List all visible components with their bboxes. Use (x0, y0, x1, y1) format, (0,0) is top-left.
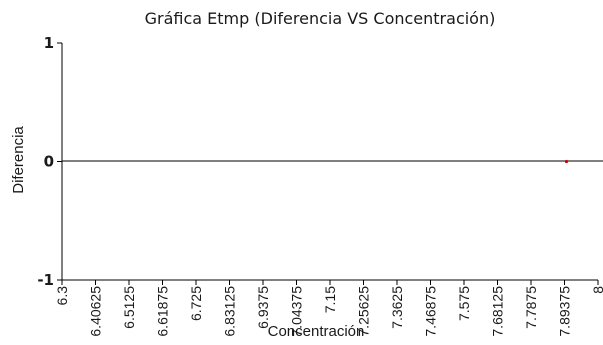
y-ticks: 1 0 -1 (37, 34, 62, 289)
x-tick-label: 7.7875 (523, 286, 539, 329)
x-tick-label: 6.9375 (255, 286, 271, 329)
x-tick-label: 6.61875 (155, 286, 171, 337)
x-tick-label: 7.04375 (289, 286, 305, 337)
x-tick-label: 6.40625 (88, 286, 104, 337)
x-tick-label: 7.89375 (557, 286, 573, 337)
x-tick-label: 7.3625 (389, 286, 405, 329)
x-tick-label: 7.68125 (490, 286, 506, 337)
data-points (564, 159, 569, 164)
x-tick-label: 7.25625 (356, 286, 372, 337)
x-ticks: 6.3 6.40625 6.5125 6.61875 6.725 6.83125 6.937… (54, 280, 603, 337)
x-tick-label: 7.575 (456, 286, 472, 321)
x-tick-label: 6.725 (188, 286, 204, 321)
x-axis-label: Concentración (268, 323, 365, 340)
x-tick-label: 6.3 (54, 286, 70, 306)
y-tick-label: 0 (44, 153, 54, 171)
y-tick-label: 1 (44, 34, 54, 52)
chart-title: Gráfica Etmp (Diferencia VS Concentració… (145, 9, 496, 28)
y-axis-label: Diferencia (10, 126, 27, 194)
x-tick-label: 8 (590, 286, 603, 294)
x-tick-label: 6.83125 (222, 286, 238, 337)
data-point (564, 159, 569, 164)
x-tick-label: 7.15 (322, 286, 338, 313)
x-tick-label: 7.46875 (423, 286, 439, 337)
y-tick-label: -1 (37, 271, 54, 289)
x-tick-label: 6.5125 (121, 286, 137, 329)
